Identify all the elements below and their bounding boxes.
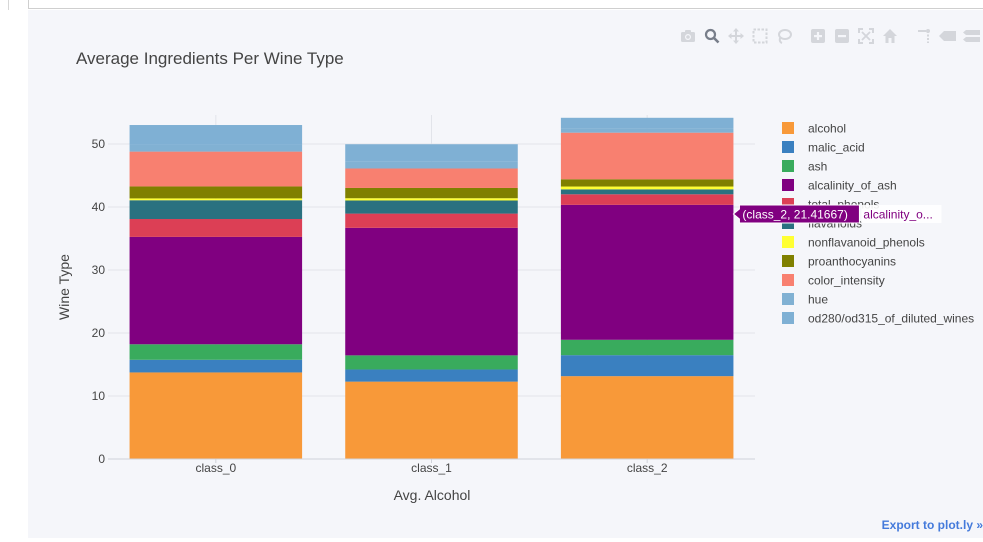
- bar-segment[interactable]: [560, 189, 734, 195]
- bar-segment[interactable]: [345, 213, 518, 228]
- bar-segment[interactable]: [345, 144, 518, 162]
- legend-swatch: [782, 122, 794, 134]
- hover-series-bg: [861, 205, 942, 223]
- topbar-divider: [8, 0, 9, 10]
- bar-segment[interactable]: [345, 198, 518, 201]
- bar-segment[interactable]: [560, 186, 734, 190]
- box-select-icon[interactable]: [748, 26, 772, 46]
- zoom-icon[interactable]: [700, 26, 724, 46]
- topbar-frame: [28, 0, 983, 9]
- bar-segment[interactable]: [129, 125, 303, 145]
- bar-segment[interactable]: [129, 151, 303, 187]
- bar-segment[interactable]: [560, 128, 734, 133]
- hover-tooltip-value: (class_2, 21.41667): [742, 208, 847, 222]
- bar-segment[interactable]: [345, 369, 518, 382]
- x-tick-label: class_2: [627, 461, 668, 475]
- y-tick-label: 30: [92, 263, 106, 277]
- legend-label: color_intensity: [808, 274, 885, 288]
- y-axis-label: Wine Type: [56, 254, 72, 320]
- bar-segment[interactable]: [345, 227, 518, 356]
- legend-item[interactable]: od280/od315_of_diluted_wines: [782, 312, 974, 326]
- bar-segment[interactable]: [560, 179, 734, 187]
- hover-tooltip-box: [732, 204, 860, 224]
- legend-item[interactable]: color_intensity: [782, 274, 885, 288]
- legend-label: malic_acid: [808, 141, 865, 155]
- legend-swatch: [782, 255, 794, 267]
- y-tick-label: 0: [98, 452, 105, 466]
- legend-item[interactable]: malic_acid: [782, 141, 865, 155]
- bar-segment[interactable]: [345, 161, 518, 169]
- legend-label: alcohol: [808, 122, 846, 136]
- bar-segment[interactable]: [345, 187, 518, 199]
- bar-segment[interactable]: [345, 168, 518, 188]
- y-tick-label: 10: [92, 389, 106, 403]
- legend-label: hue: [808, 293, 828, 307]
- x-tick-label: class_1: [411, 461, 452, 475]
- top-toolbar-strip: [0, 0, 983, 10]
- bar-segment[interactable]: [345, 355, 518, 370]
- bar-segment[interactable]: [129, 359, 303, 373]
- bar-segment[interactable]: [129, 186, 303, 199]
- bar-segment[interactable]: [560, 376, 734, 459]
- reset-axes-icon[interactable]: [878, 26, 902, 46]
- bar-segment[interactable]: [129, 144, 303, 152]
- lasso-icon[interactable]: [772, 26, 796, 46]
- legend-item[interactable]: hue: [782, 293, 828, 307]
- hover-compare-icon[interactable]: [960, 26, 983, 46]
- bar-segment[interactable]: [560, 117, 734, 129]
- bar-segment[interactable]: [560, 204, 734, 340]
- bar-segment[interactable]: [129, 236, 303, 345]
- bar-segment[interactable]: [345, 381, 518, 459]
- bar-segment[interactable]: [129, 344, 303, 360]
- y-tick-label: 20: [92, 326, 106, 340]
- zoom-out-icon[interactable]: [830, 26, 854, 46]
- camera-icon[interactable]: [676, 26, 700, 46]
- bar-segment[interactable]: [560, 132, 734, 180]
- legend-label: ash: [808, 160, 827, 174]
- export-to-plotly-link[interactable]: Export to plot.ly »: [881, 518, 983, 532]
- legend-swatch: [782, 274, 794, 286]
- x-tick-label: class_0: [195, 461, 236, 475]
- bar-segment[interactable]: [129, 200, 303, 220]
- legend-item[interactable]: proanthocyanins: [782, 255, 896, 269]
- bar-segment[interactable]: [560, 355, 734, 377]
- bar-segment[interactable]: [560, 339, 734, 356]
- legend-swatch: [782, 179, 794, 191]
- spike-lines-icon[interactable]: [912, 26, 936, 46]
- bar-segment[interactable]: [129, 372, 303, 459]
- legend-swatch: [782, 293, 794, 305]
- hover-tooltip-series: alcalinity_o...: [863, 208, 932, 222]
- legend-swatch: [782, 160, 794, 172]
- bar-segment[interactable]: [345, 200, 518, 214]
- legend-item[interactable]: nonflavanoid_phenols: [782, 236, 925, 250]
- bar-segment[interactable]: [129, 198, 303, 201]
- legend-label: od280/od315_of_diluted_wines: [808, 312, 974, 326]
- legend-label: proanthocyanins: [808, 255, 896, 269]
- y-tick-label: 50: [92, 137, 106, 151]
- pan-icon[interactable]: [724, 26, 748, 46]
- legend-swatch: [782, 236, 794, 248]
- autoscale-icon[interactable]: [854, 26, 878, 46]
- bar-segment[interactable]: [129, 219, 303, 237]
- legend-item[interactable]: ash: [782, 160, 827, 174]
- legend-label: nonflavanoid_phenols: [808, 236, 925, 250]
- legend-label: alcalinity_of_ash: [808, 179, 897, 193]
- y-tick-label: 40: [92, 200, 106, 214]
- hover-closest-icon[interactable]: [936, 26, 960, 46]
- legend-swatch: [782, 141, 794, 153]
- chart-title: Average Ingredients Per Wine Type: [76, 49, 344, 68]
- legend-item[interactable]: alcalinity_of_ash: [782, 179, 897, 193]
- legend-item[interactable]: alcohol: [782, 122, 846, 136]
- zoom-in-icon[interactable]: [806, 26, 830, 46]
- bar-segment[interactable]: [560, 194, 734, 205]
- x-axis-label: Avg. Alcohol: [394, 487, 471, 503]
- modebar: [676, 26, 983, 46]
- legend-swatch: [782, 312, 794, 324]
